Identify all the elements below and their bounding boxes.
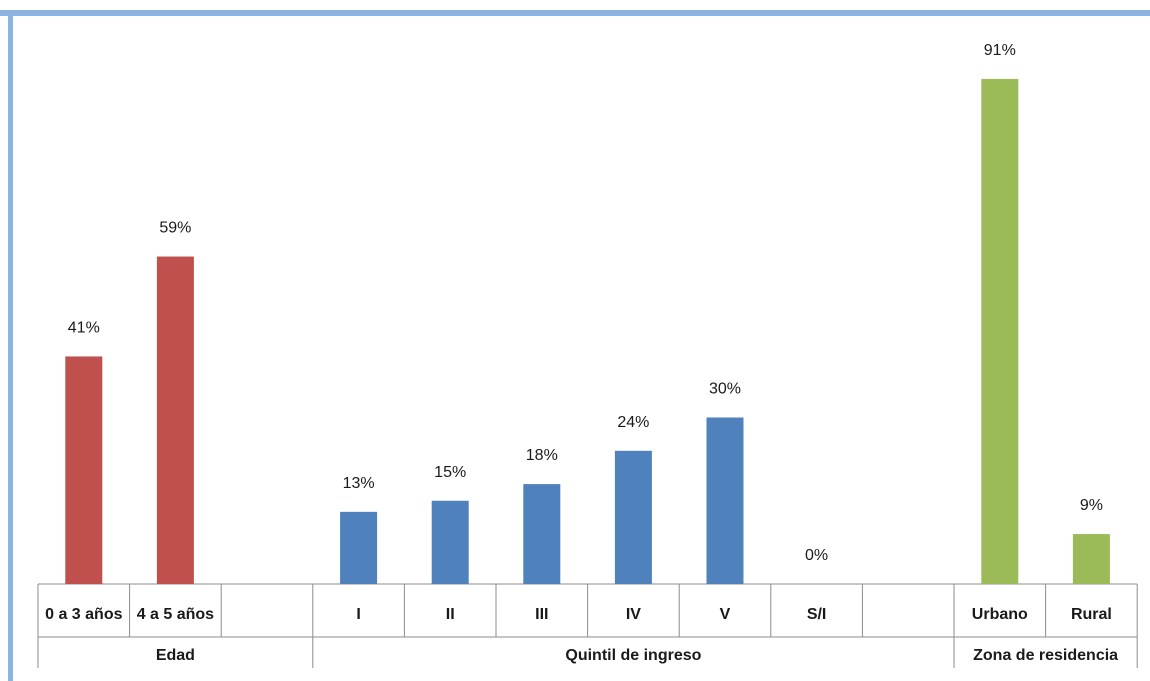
bar-chart: 41% 0 a 3 años 59% 4 a 5 años Edad 13% I 15% II 1… <box>37 42 1138 668</box>
group-label-zona-de-residencia: Zona de residencia <box>973 647 1118 664</box>
bar-ii <box>431 500 469 584</box>
category-label-0-a-3-a-os: 0 a 3 años <box>45 606 122 623</box>
bar-v <box>706 417 744 584</box>
data-label-rural: 9% <box>1080 497 1103 514</box>
group-label-quintil-de-ingreso: Quintil de ingreso <box>565 647 701 664</box>
bar-iii <box>523 484 561 584</box>
data-label-urbano: 91% <box>984 42 1016 59</box>
data-label-s-i: 0% <box>805 547 828 564</box>
category-label-urbano: Urbano <box>972 606 1028 623</box>
bar-i <box>340 511 378 584</box>
data-label-iv: 24% <box>617 414 649 431</box>
category-label-rural: Rural <box>1071 606 1112 623</box>
data-label-0-a-3-a-os: 41% <box>68 319 100 336</box>
bar-rural <box>1072 534 1110 584</box>
bar-iv <box>614 450 652 584</box>
category-label-iii: III <box>535 606 548 623</box>
bar-urbano <box>981 78 1019 584</box>
frame-left-border <box>8 10 13 681</box>
data-label-iii: 18% <box>526 447 558 464</box>
category-label-i: I <box>356 606 360 623</box>
data-label-i: 13% <box>343 475 375 492</box>
data-label-4-a-5-a-os: 59% <box>159 220 191 237</box>
frame-top-border <box>0 10 1150 16</box>
category-label-s-i: S/I <box>807 606 827 623</box>
data-label-ii: 15% <box>434 464 466 481</box>
data-label-v: 30% <box>709 381 741 398</box>
bar-0-a-3-a-os <box>65 356 103 584</box>
category-label-v: V <box>720 606 731 623</box>
category-label-ii: II <box>446 606 455 623</box>
category-label-iv: IV <box>626 606 641 623</box>
category-label-4-a-5-a-os: 4 a 5 años <box>137 606 214 623</box>
bar-4-a-5-a-os <box>156 256 194 584</box>
group-label-edad: Edad <box>156 647 195 664</box>
